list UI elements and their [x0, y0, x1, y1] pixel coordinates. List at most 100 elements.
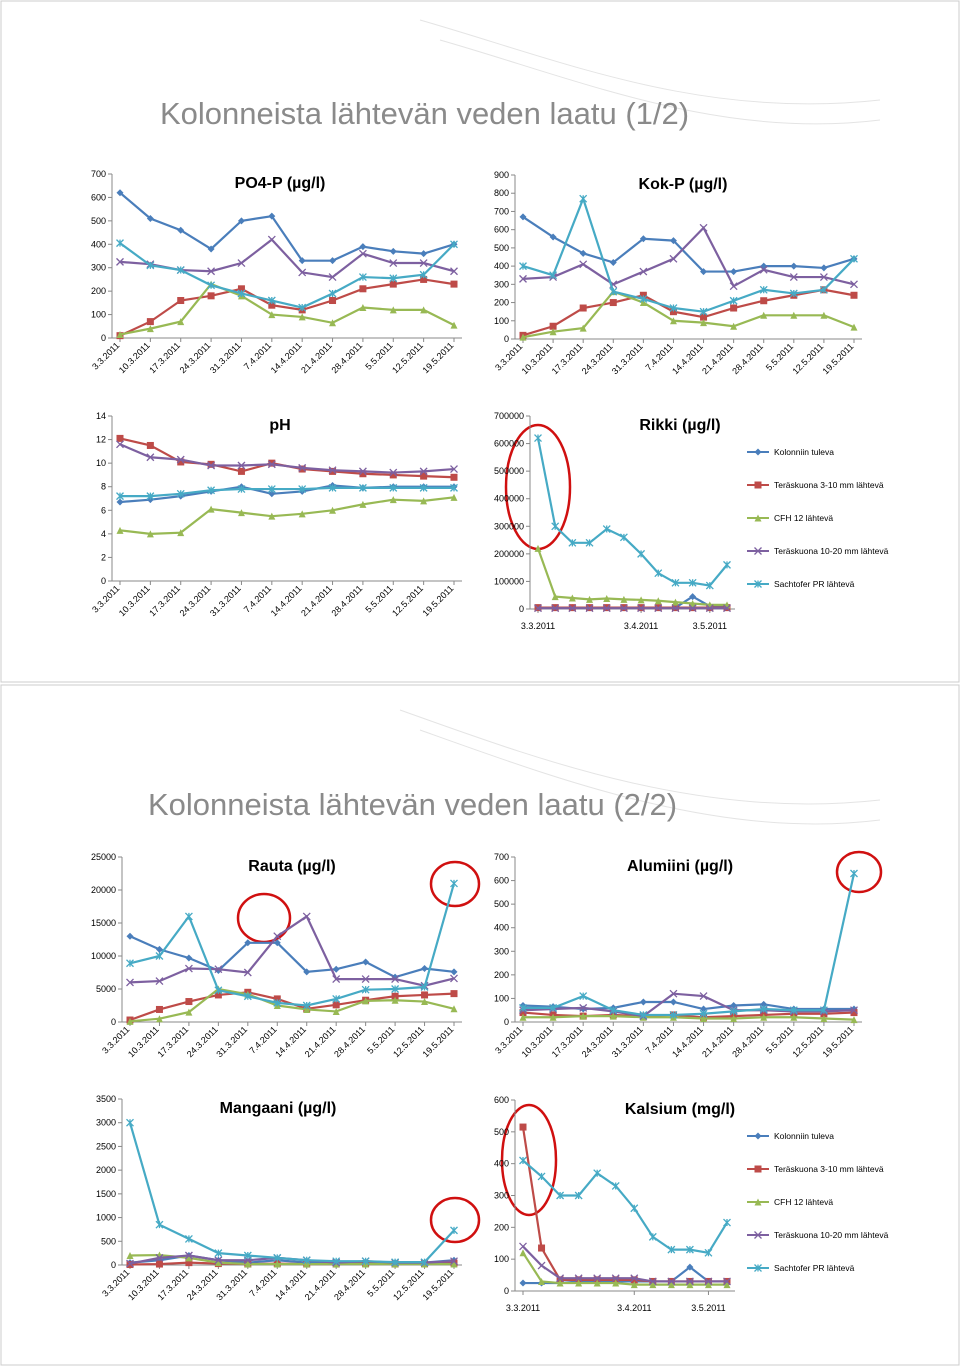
marker [519, 1249, 527, 1257]
marker [760, 1013, 768, 1021]
marker [593, 1169, 602, 1178]
marker [519, 274, 527, 283]
marker [176, 455, 185, 464]
series-line [120, 486, 454, 498]
series-line [128, 1122, 455, 1264]
series-line [129, 914, 455, 987]
marker [519, 1279, 527, 1287]
decoration [399, 19, 881, 825]
legend-text: Kolonniin tuleva [774, 1131, 834, 1141]
marker [819, 285, 828, 294]
marker [155, 945, 163, 953]
y-tick-label: 600 [494, 1095, 509, 1105]
marker [273, 932, 282, 941]
marker [667, 1277, 676, 1286]
marker [298, 268, 307, 277]
marker [391, 985, 400, 993]
marker [705, 604, 714, 613]
marker [237, 217, 245, 225]
series-line [522, 290, 855, 339]
marker [116, 492, 124, 501]
marker [723, 1277, 731, 1286]
marker [361, 985, 370, 994]
marker [329, 257, 337, 265]
marker [214, 1259, 222, 1267]
marker [421, 991, 429, 999]
marker [155, 1015, 163, 1023]
marker [358, 467, 367, 476]
marker [819, 273, 828, 282]
marker [237, 285, 245, 293]
marker [237, 467, 245, 475]
marker [214, 1249, 223, 1258]
y-tick-label: 600 [494, 225, 509, 235]
marker [389, 483, 398, 492]
y-tick-label: 300 [494, 1191, 509, 1201]
marker [389, 247, 397, 255]
marker [669, 237, 677, 245]
marker [185, 1254, 193, 1262]
marker [689, 593, 697, 601]
marker [237, 289, 246, 298]
marker [155, 1220, 164, 1229]
marker [116, 526, 124, 534]
marker [519, 1013, 527, 1021]
y-tick-label: 2500 [96, 1141, 116, 1151]
marker [298, 510, 306, 518]
marker [116, 239, 124, 248]
marker [155, 977, 164, 986]
marker [729, 1007, 738, 1016]
marker [820, 1014, 828, 1022]
marker [450, 240, 458, 249]
y-tick-label: 6 [101, 505, 106, 515]
y-tick-label: 14 [96, 411, 106, 421]
marker [273, 995, 281, 1003]
marker [243, 992, 252, 1001]
chart-title: pH [269, 417, 290, 434]
marker [723, 1218, 731, 1227]
legend-text: Sachtofer PR lähtevä [774, 1263, 855, 1273]
marker [585, 538, 594, 547]
marker [267, 296, 276, 305]
chart-title: Rauta (µg/l) [248, 858, 335, 875]
slide-title: Kolonneista lähtevän veden laatu (1/2) [160, 96, 689, 131]
chart-title: Kok-P (µg/l) [639, 176, 728, 193]
y-tick-label: 100 [494, 316, 509, 326]
marker [273, 998, 282, 1007]
y-tick-label: 2000 [96, 1165, 116, 1175]
marker [207, 461, 216, 470]
marker [237, 485, 246, 494]
legend-text: CFH 12 lähtevä [774, 513, 833, 523]
marker [551, 522, 560, 531]
marker [689, 599, 697, 607]
marker [602, 525, 611, 534]
marker [450, 968, 458, 976]
marker [538, 1277, 546, 1285]
marker [759, 265, 768, 274]
marker [391, 1258, 400, 1267]
marker [538, 1244, 546, 1252]
series-line [119, 282, 455, 336]
series-line [522, 195, 855, 313]
marker [328, 483, 337, 492]
series-line [523, 873, 856, 1017]
legend-text: Teräskuona 10-20 mm lähtevä [774, 1230, 889, 1240]
marker [850, 1006, 858, 1015]
legend-marker [754, 1132, 762, 1140]
marker [723, 604, 731, 613]
marker [556, 1274, 565, 1283]
marker [637, 549, 646, 558]
marker [686, 1263, 694, 1271]
marker [549, 271, 558, 280]
marker [268, 212, 276, 220]
legend-marker [754, 481, 762, 489]
marker [303, 968, 311, 976]
marker [420, 250, 428, 258]
marker [126, 1259, 134, 1268]
marker [574, 1274, 583, 1283]
y-tick-label: 700 [91, 169, 106, 179]
marker [303, 1005, 311, 1013]
marker [450, 493, 458, 501]
marker [302, 912, 311, 921]
